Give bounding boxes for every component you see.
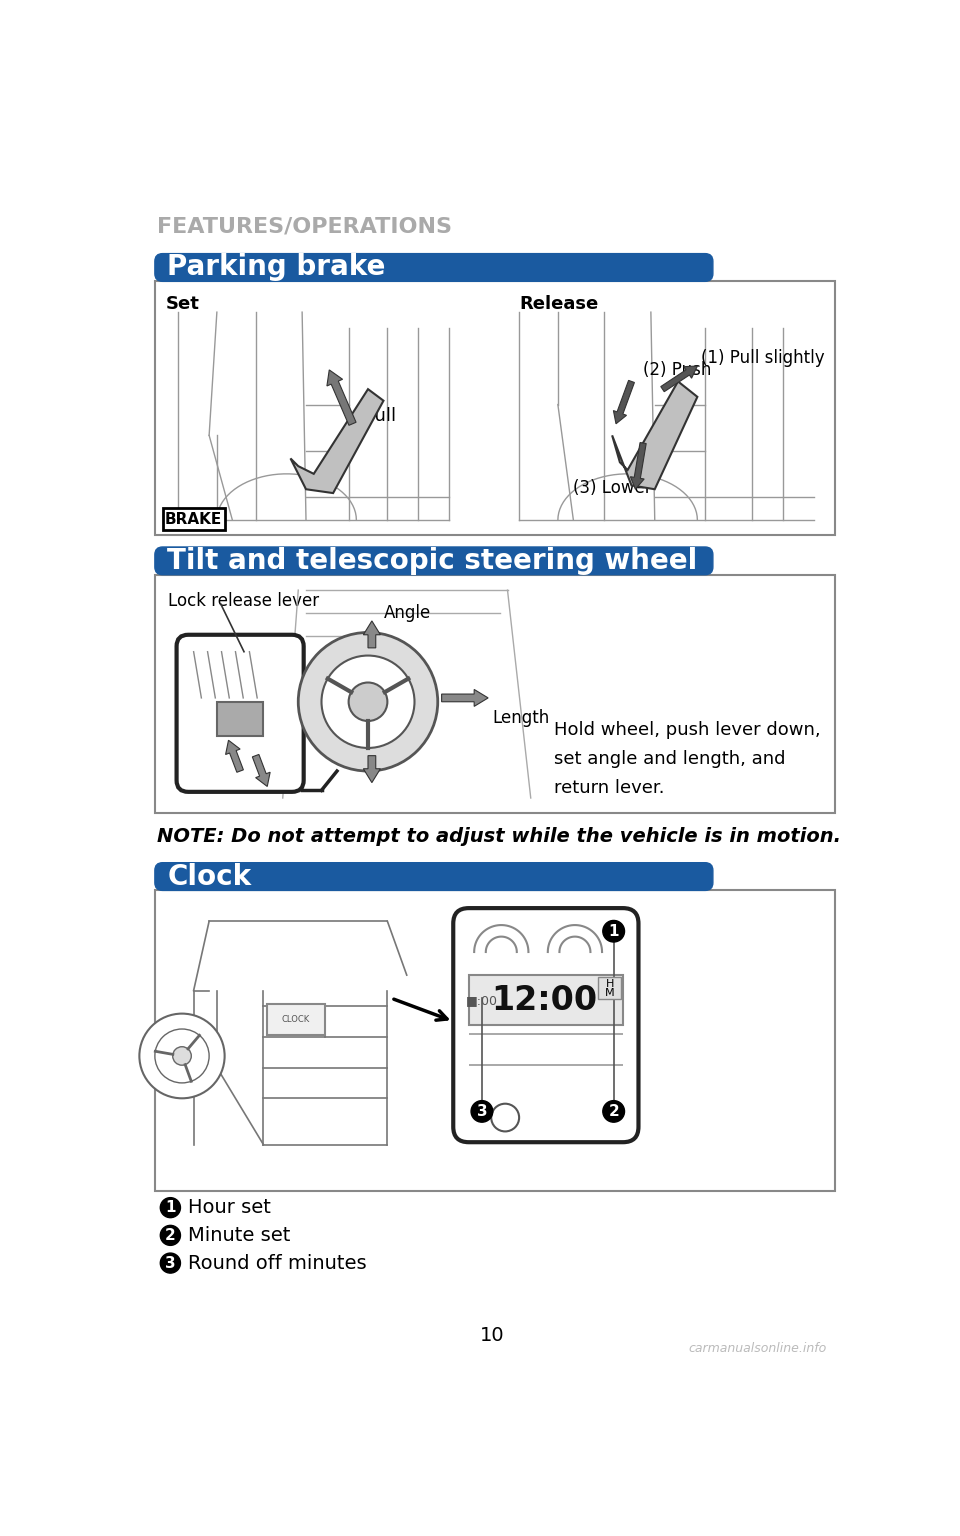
Text: 3: 3	[476, 1104, 488, 1118]
FancyBboxPatch shape	[155, 253, 713, 281]
Polygon shape	[291, 389, 383, 493]
Text: (3) Lower: (3) Lower	[573, 479, 652, 496]
FancyArrow shape	[660, 366, 697, 392]
Text: Angle: Angle	[383, 604, 431, 622]
Circle shape	[155, 1029, 209, 1083]
Text: carmanualsonline.info: carmanualsonline.info	[688, 1342, 827, 1355]
Text: BRAKE: BRAKE	[165, 511, 223, 527]
Text: 12:00: 12:00	[491, 985, 597, 1017]
FancyArrow shape	[252, 754, 270, 786]
Text: FEATURES/OPERATIONS: FEATURES/OPERATIONS	[157, 217, 452, 237]
FancyArrow shape	[613, 381, 635, 424]
Bar	[217, 702, 263, 736]
Bar	[155, 891, 835, 1190]
Text: NOTE: Do not attempt to adjust while the vehicle is in motion.: NOTE: Do not attempt to adjust while the…	[157, 828, 841, 846]
Text: CLOCK: CLOCK	[282, 1015, 310, 1025]
Circle shape	[160, 1253, 180, 1273]
FancyArrow shape	[363, 756, 380, 783]
Circle shape	[492, 1104, 519, 1132]
Circle shape	[471, 1101, 492, 1123]
Polygon shape	[612, 381, 697, 490]
Text: 1: 1	[609, 923, 619, 938]
Bar	[468, 975, 623, 1025]
Circle shape	[139, 1014, 225, 1098]
Text: Round off minutes: Round off minutes	[188, 1253, 367, 1273]
Bar	[468, 1063, 623, 1066]
FancyArrow shape	[442, 690, 488, 707]
Text: (1) Pull slightly: (1) Pull slightly	[701, 349, 825, 367]
Circle shape	[173, 1046, 191, 1064]
Bar	[267, 1005, 325, 1035]
Text: (2) Push: (2) Push	[643, 361, 711, 379]
Text: 2: 2	[165, 1227, 176, 1243]
FancyArrow shape	[327, 370, 356, 425]
Bar	[598, 977, 621, 998]
Text: 3: 3	[165, 1255, 176, 1270]
FancyBboxPatch shape	[155, 547, 713, 574]
FancyArrow shape	[226, 740, 244, 773]
Circle shape	[160, 1226, 180, 1246]
Text: Length: Length	[492, 710, 549, 728]
Text: Minute set: Minute set	[188, 1226, 291, 1244]
Text: 10: 10	[480, 1327, 504, 1346]
Text: Clock: Clock	[167, 863, 252, 891]
Text: Hour set: Hour set	[188, 1198, 271, 1217]
Circle shape	[603, 1101, 625, 1123]
Circle shape	[160, 1198, 180, 1218]
Bar	[155, 281, 835, 536]
Text: Release: Release	[519, 295, 598, 313]
Text: 2: 2	[609, 1104, 619, 1118]
FancyBboxPatch shape	[453, 908, 638, 1143]
Text: ■:00: ■:00	[466, 994, 498, 1008]
FancyArrow shape	[363, 621, 380, 648]
Bar	[162, 508, 225, 530]
FancyBboxPatch shape	[177, 634, 303, 793]
Text: Lock release lever: Lock release lever	[168, 591, 319, 610]
Bar	[155, 574, 835, 814]
Text: Parking brake: Parking brake	[167, 253, 386, 281]
Text: Pull: Pull	[364, 407, 396, 425]
Text: 1: 1	[165, 1200, 176, 1215]
Circle shape	[322, 656, 415, 748]
FancyBboxPatch shape	[155, 863, 713, 891]
Text: H: H	[606, 980, 614, 989]
Circle shape	[299, 633, 438, 771]
Text: Hold wheel, push lever down,
set angle and length, and
return lever.: Hold wheel, push lever down, set angle a…	[554, 720, 821, 797]
Text: Set: Set	[166, 295, 200, 313]
Bar	[468, 1032, 623, 1035]
Circle shape	[603, 920, 625, 942]
Text: M: M	[605, 988, 614, 998]
Text: Tilt and telescopic steering wheel: Tilt and telescopic steering wheel	[167, 547, 698, 574]
FancyArrow shape	[631, 442, 646, 490]
Circle shape	[348, 682, 388, 720]
